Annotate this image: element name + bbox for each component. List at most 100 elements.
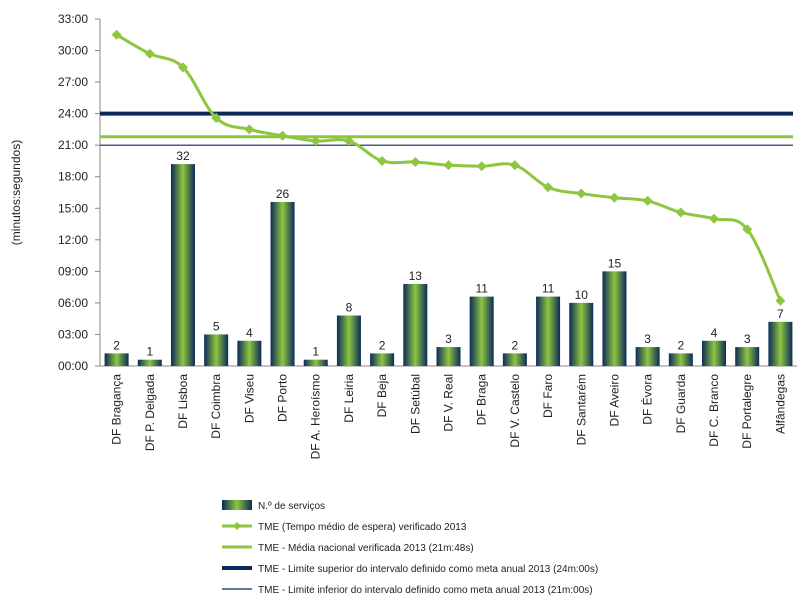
bar [104,353,129,366]
x-tick-label: DF P. Delgada [143,374,157,451]
bar [303,359,328,366]
bar-data-label: 1 [312,345,319,359]
legend-label: TME - Média nacional verificada 2013 (21… [258,543,474,554]
bar-data-label: 2 [379,338,386,352]
bar [270,201,295,366]
tme-point [609,192,620,203]
y-tick-label: 18:00 [58,170,88,184]
bar-data-label: 8 [346,301,353,315]
x-tick-label: DF Beja [375,374,389,418]
x-tick-label: DF V. Real [442,374,456,432]
tme-point [177,62,188,73]
y-tick-label: 27:00 [58,75,88,89]
x-tick-label: DF Guarda [674,374,688,434]
x-tick-label: DF Santarém [574,374,588,445]
bar [635,347,660,366]
bar-data-label: 1 [146,345,153,359]
y-tick-label: 33:00 [58,12,88,26]
bar [735,347,760,366]
tme-point [675,207,686,218]
y-tick-label: 15:00 [58,201,88,215]
reference-lines [100,111,793,146]
bar-data-label: 3 [744,332,751,346]
bar-data-label: 3 [445,332,452,346]
tme-point [543,182,554,193]
y-tick-label: 21:00 [58,138,88,152]
y-tick-label: 09:00 [58,264,88,278]
bar [370,353,395,366]
bar-data-label: 4 [711,326,718,340]
x-tick-label: DF Évora [640,374,655,425]
legend-label: TME - Limite superior do intervalo defin… [258,564,598,575]
bar [469,296,494,366]
bar [502,353,527,366]
bar-data-label: 11 [475,282,488,296]
legend-label: TME - Limite inferior do intervalo defin… [258,585,593,595]
tme-point [709,213,720,224]
bar-data-label: 26 [276,187,290,201]
bar [403,283,428,366]
x-tick-label: Alfândegas [773,374,787,434]
x-tick-label: DF Viseu [242,374,256,423]
bar-data-label: 11 [542,282,555,296]
tme-point [642,195,653,206]
legend-label: TME (Tempo médio de espera) verificado 2… [258,522,467,533]
bar-data-label: 7 [777,307,784,321]
x-tick-label: DF Faro [541,374,555,418]
bar [336,315,361,366]
y-tick-label: 30:00 [58,44,88,58]
bar-data-label: 2 [512,338,519,352]
x-tick-label: DF Aveiro [607,374,621,427]
tme-point [410,157,421,168]
tme-point [742,224,753,235]
bar [204,334,229,366]
bar-data-label: 32 [176,149,190,163]
bar-data-label: 5 [213,319,220,333]
bar [602,271,627,366]
x-tick-label: DF Bragança [110,374,124,445]
x-tick-label: DF Leiria [342,374,356,423]
x-tick-label: DF Setúbal [408,374,422,434]
bar [237,340,262,366]
bar [569,302,594,366]
tme-line [111,29,786,306]
x-tick-label: DF Portalegre [740,374,754,449]
bar-data-label: 2 [677,338,684,352]
bar [436,347,461,366]
bar [702,340,727,366]
tme-point [775,295,786,306]
tme-point [343,135,354,146]
legend-marker [233,522,241,530]
tme-point [144,48,155,59]
bar [768,321,793,366]
x-tick-label: DF Braga [475,374,489,426]
bar-data-label: 3 [644,332,651,346]
bar [170,164,195,366]
x-tick-label: DF V. Castelo [508,374,522,448]
y-tick-label: 06:00 [58,296,88,310]
bar [668,353,693,366]
bar-data-label: 15 [608,256,622,270]
x-tick-label: DF Coimbra [209,374,223,439]
tme-point [310,135,321,146]
axes: 00:00 03:00 06:00 09:00 12:00 15:00 18:00 21:00… [9,12,797,373]
y-tick-label: 03:00 [58,327,88,341]
x-tick-label: DF C. Branco [707,374,721,447]
tme-point [377,155,388,166]
tme-point [277,130,288,141]
bar-data-label: 10 [575,288,589,302]
tme-point [211,112,222,123]
bar-data-label: 4 [246,326,253,340]
tme-point [509,160,520,171]
legend-label: N.º de serviços [258,501,325,512]
bar-data-label: 2 [113,338,120,352]
bar [137,359,162,366]
tme-point [244,124,255,135]
bar-data-label: 13 [409,269,423,283]
x-tick-label: DF Lisboa [176,374,190,429]
x-tick-label: DF Porto [276,374,290,422]
y-axis-title: (minutos:segundos) [9,140,23,245]
tme-point [576,188,587,199]
